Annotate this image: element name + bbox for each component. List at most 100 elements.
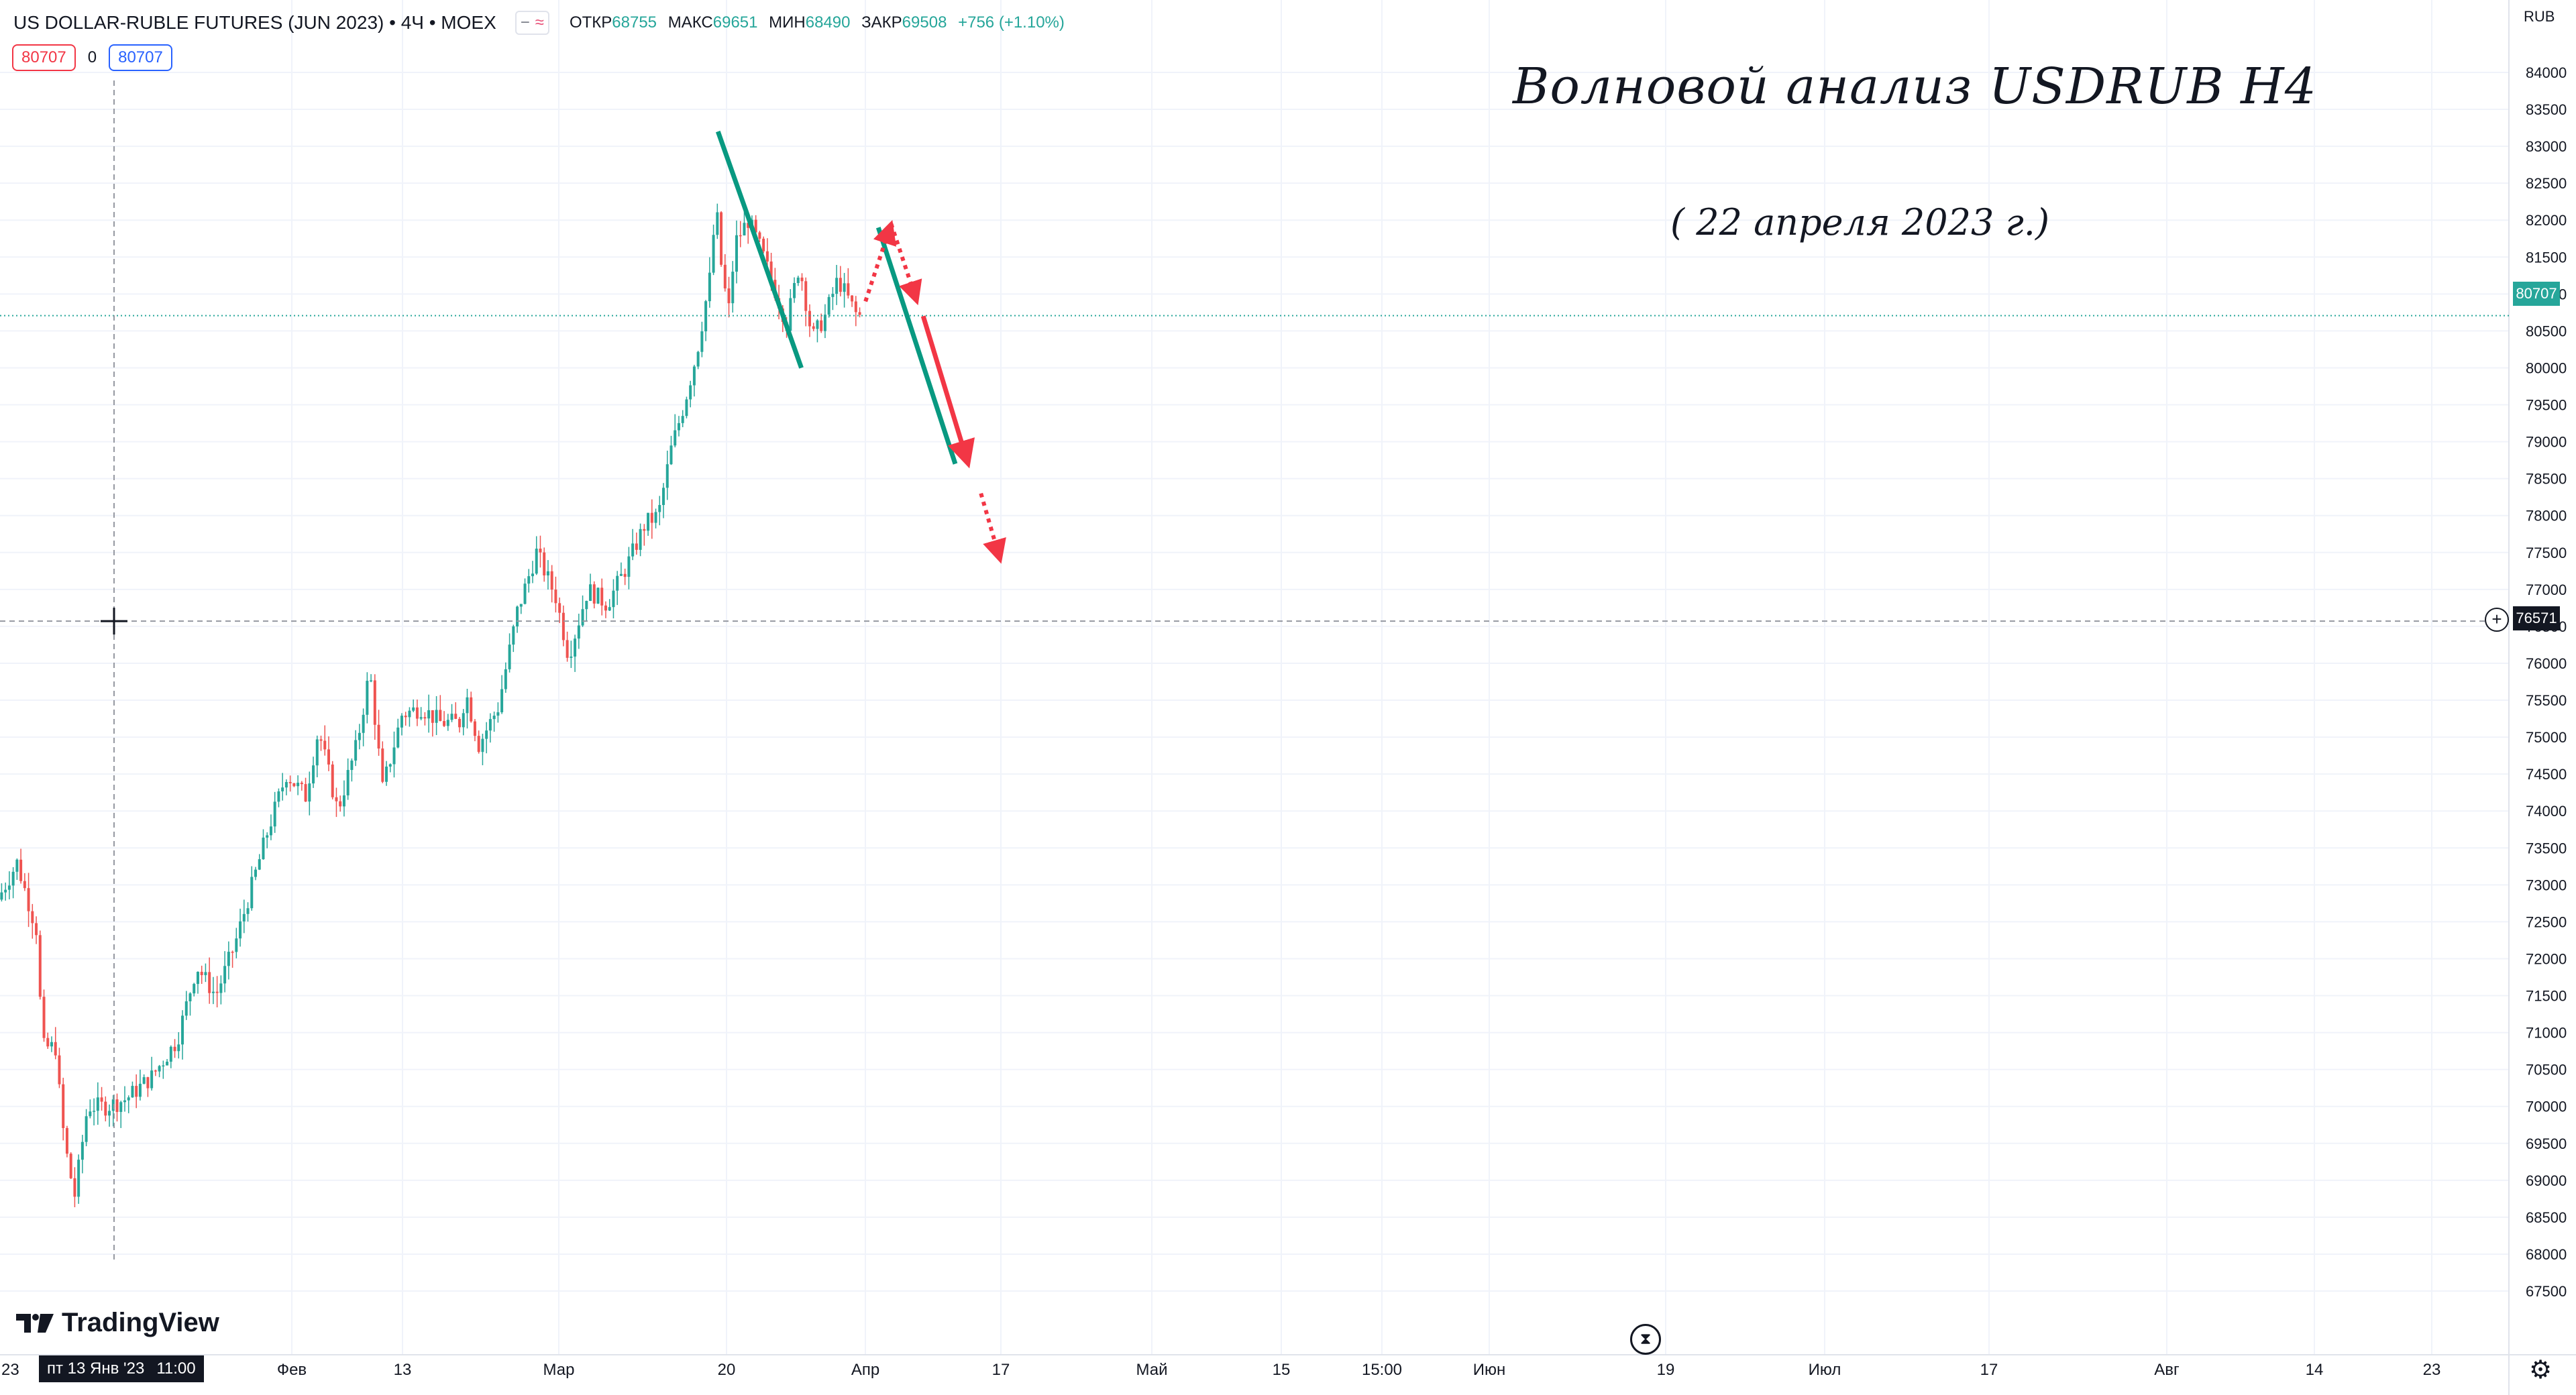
gear-icon[interactable]: ⚙: [2529, 1356, 2553, 1384]
candle-body: [27, 888, 30, 911]
candle-body: [800, 277, 804, 282]
candle-body: [177, 1044, 180, 1052]
candle-body: [315, 739, 319, 766]
candle-body: [415, 707, 419, 719]
candle: [292, 783, 296, 787]
candle: [42, 989, 46, 1042]
candle-body: [219, 983, 223, 993]
candle-body: [388, 764, 392, 767]
candle-body: [789, 298, 792, 331]
annotation-date[interactable]: ( 22 апреля 2023 г.): [1670, 201, 2050, 243]
candle: [388, 763, 392, 773]
candle: [800, 273, 804, 291]
candle: [700, 321, 704, 357]
candle: [173, 1039, 176, 1058]
candle: [127, 1095, 130, 1113]
candle: [585, 600, 588, 622]
candle-body: [15, 859, 19, 872]
candle: [519, 604, 523, 614]
candle: [851, 295, 854, 307]
annotation-title[interactable]: Волновой анализ USDRUB H4: [1513, 58, 2317, 115]
candle: [793, 277, 796, 303]
candle: [19, 848, 23, 884]
candle: [46, 1032, 50, 1049]
sell-button[interactable]: 80707: [12, 44, 76, 71]
hourglass-icon[interactable]: ⧗: [1630, 1324, 1661, 1355]
dotted-arrow: [889, 223, 922, 306]
candle-body: [115, 1099, 119, 1112]
candle-body: [146, 1077, 150, 1089]
candle-body: [762, 238, 765, 252]
y-tick-label: 68000: [2526, 1246, 2567, 1263]
candle: [508, 633, 511, 673]
y-tick-label: 71000: [2526, 1025, 2567, 1042]
candle-body: [208, 972, 211, 993]
price-axis: 67500 68000 68500 69000 69500 70000 70500 71000…: [2526, 64, 2567, 1300]
hide-legend-button[interactable]: −: [520, 13, 530, 32]
candle: [408, 707, 411, 727]
candle-body: [500, 689, 504, 713]
y-tick-label: 73500: [2526, 840, 2567, 856]
candle-body: [754, 219, 757, 233]
candle: [443, 711, 446, 728]
symbol-legend: US DOLLAR-RUBLE FUTURES (JUN 2023) • 4Ч …: [13, 8, 1065, 38]
symbol-title[interactable]: US DOLLAR-RUBLE FUTURES (JUN 2023) • 4Ч …: [13, 12, 496, 33]
buy-button[interactable]: 80707: [109, 44, 172, 71]
x-tick-label: Июн: [1473, 1361, 1506, 1379]
candle-body: [608, 607, 611, 611]
y-tick-label: 68500: [2526, 1209, 2567, 1226]
candle: [596, 587, 600, 604]
candle: [662, 483, 665, 518]
candle-body: [681, 416, 684, 423]
candle: [723, 254, 727, 292]
candle-body: [820, 320, 823, 331]
candle: [119, 1101, 123, 1128]
candle: [312, 757, 315, 788]
candle-body: [596, 588, 600, 604]
candle-body: [211, 991, 215, 993]
candle-body: [677, 423, 680, 431]
candle: [342, 780, 345, 817]
compare-button[interactable]: ≈: [535, 13, 544, 32]
plus-circle-icon[interactable]: +: [2485, 608, 2509, 632]
y-tick-label: 83000: [2526, 138, 2567, 155]
candle-body: [696, 351, 700, 367]
candle-body: [831, 294, 835, 297]
candle-body: [566, 640, 569, 658]
candle: [812, 323, 815, 331]
candle: [223, 951, 227, 993]
candle-body: [639, 528, 642, 550]
tradingview-logo[interactable]: TradingView: [15, 1308, 219, 1338]
candle-body: [516, 606, 519, 626]
candle: [354, 730, 358, 767]
y-tick-label: 75000: [2526, 729, 2567, 746]
candle: [539, 535, 542, 568]
currency-label[interactable]: RUB: [2524, 8, 2555, 25]
candle-body: [685, 399, 688, 416]
legend-toggles[interactable]: − ≈: [515, 11, 549, 35]
candle-body: [258, 859, 261, 870]
candle-body: [765, 251, 769, 262]
candle: [235, 928, 238, 958]
candle: [346, 758, 350, 800]
candle-body: [735, 235, 739, 272]
y-tick-label: 71500: [2526, 988, 2567, 1005]
candle: [297, 775, 300, 795]
candle-body: [535, 549, 538, 574]
trend-line: [875, 227, 958, 465]
candle-body: [812, 326, 815, 329]
candle-body: [574, 638, 577, 657]
candle-body: [300, 783, 303, 785]
dotted-arrow: [979, 492, 1006, 564]
candle-body: [858, 312, 861, 315]
candle: [184, 991, 188, 1020]
candle: [758, 231, 761, 243]
x-tick-label: Авг: [2154, 1361, 2180, 1379]
candle: [696, 350, 700, 370]
candle: [454, 702, 458, 720]
candle-body: [108, 1111, 111, 1116]
crosshair-day: пт 13 Янв '23: [47, 1359, 145, 1378]
candle-body: [796, 277, 800, 284]
y-tick-label: 77500: [2526, 545, 2567, 561]
